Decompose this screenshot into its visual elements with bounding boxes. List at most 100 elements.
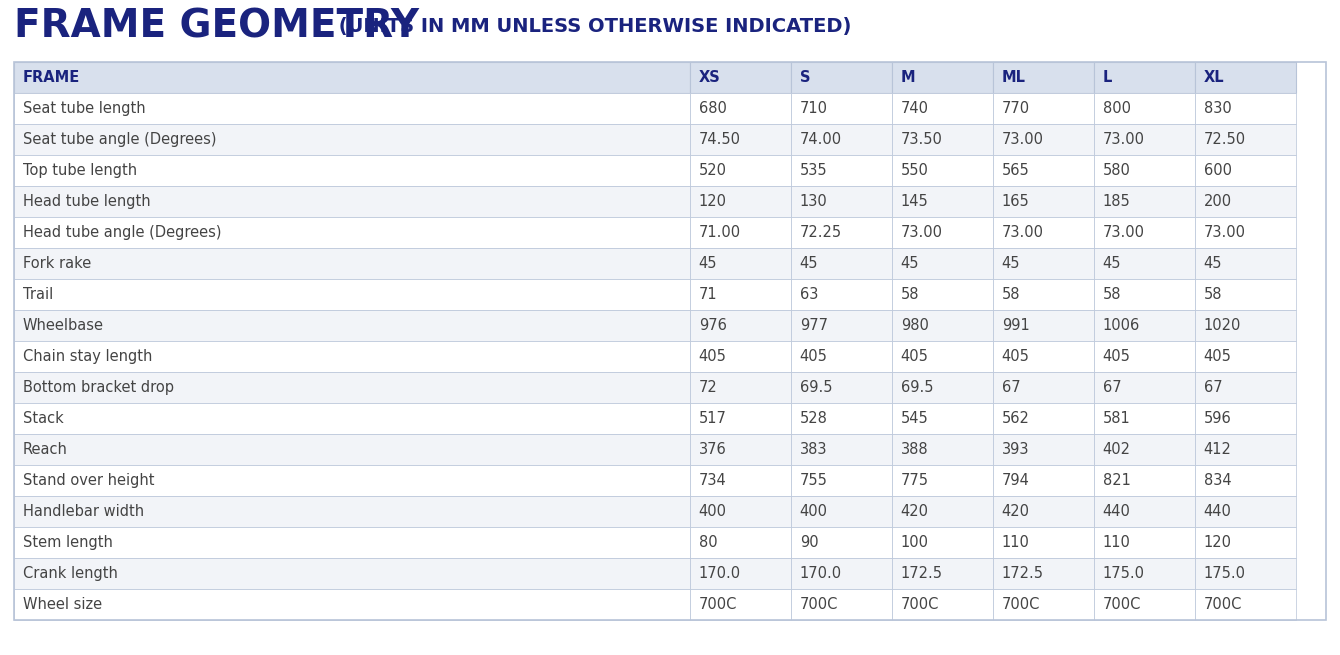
Bar (690, 279, 791, 310)
Bar (891, 527, 993, 558)
Bar (690, 589, 791, 620)
Text: 73.00: 73.00 (1203, 225, 1246, 240)
Text: FRAME: FRAME (23, 70, 80, 85)
Bar (13, 465, 690, 496)
Text: 58: 58 (900, 287, 919, 302)
Bar (13, 124, 690, 155)
Text: 172.5: 172.5 (900, 566, 943, 581)
Text: Crank length: Crank length (23, 566, 118, 581)
Bar (1195, 248, 1296, 279)
Bar (791, 310, 891, 341)
Text: 710: 710 (800, 101, 828, 116)
Bar (891, 372, 993, 403)
Bar (13, 62, 1327, 620)
Text: 440: 440 (1103, 504, 1131, 519)
Text: 170.0: 170.0 (800, 566, 842, 581)
Bar (1093, 62, 1195, 93)
Bar (690, 310, 791, 341)
Bar (1195, 186, 1296, 217)
Text: 67: 67 (1002, 380, 1020, 395)
Bar (690, 465, 791, 496)
Bar (1195, 62, 1296, 93)
Text: 834: 834 (1203, 473, 1231, 488)
Text: 550: 550 (900, 163, 929, 178)
Text: 700C: 700C (900, 597, 939, 612)
Bar (1093, 434, 1195, 465)
Text: 73.00: 73.00 (900, 225, 943, 240)
Bar (13, 496, 690, 527)
Bar (891, 279, 993, 310)
Text: 58: 58 (1103, 287, 1122, 302)
Text: 405: 405 (1103, 349, 1131, 364)
Bar (690, 434, 791, 465)
Bar (891, 186, 993, 217)
Bar (993, 434, 1093, 465)
Text: 45: 45 (1103, 256, 1122, 271)
Bar (13, 310, 690, 341)
Bar (1093, 124, 1195, 155)
Text: 72: 72 (698, 380, 717, 395)
Bar (1195, 527, 1296, 558)
Text: 800: 800 (1103, 101, 1131, 116)
Text: 170.0: 170.0 (698, 566, 741, 581)
Text: 45: 45 (698, 256, 717, 271)
Text: 517: 517 (698, 411, 726, 426)
Text: Stand over height: Stand over height (23, 473, 154, 488)
Bar (1093, 248, 1195, 279)
Text: 976: 976 (698, 318, 726, 333)
Bar (13, 155, 690, 186)
Bar (791, 496, 891, 527)
Bar (1195, 496, 1296, 527)
Text: 1006: 1006 (1103, 318, 1140, 333)
Text: 700C: 700C (1203, 597, 1242, 612)
Bar (1195, 372, 1296, 403)
Bar (690, 248, 791, 279)
Bar (791, 279, 891, 310)
Text: 73.00: 73.00 (1002, 132, 1044, 147)
Text: 71: 71 (698, 287, 717, 302)
Text: 420: 420 (900, 504, 929, 519)
Text: Stem length: Stem length (23, 535, 113, 550)
Bar (13, 279, 690, 310)
Text: 73.00: 73.00 (1103, 225, 1144, 240)
Text: 734: 734 (698, 473, 726, 488)
Bar (791, 186, 891, 217)
Bar (993, 62, 1093, 93)
Bar (690, 155, 791, 186)
Bar (1195, 155, 1296, 186)
Bar (1195, 124, 1296, 155)
Bar (891, 155, 993, 186)
Bar (1093, 186, 1195, 217)
Text: 600: 600 (1203, 163, 1231, 178)
Text: 130: 130 (800, 194, 828, 209)
Text: 740: 740 (900, 101, 929, 116)
Bar (690, 527, 791, 558)
Text: 580: 580 (1103, 163, 1131, 178)
Text: 400: 400 (800, 504, 828, 519)
Text: 581: 581 (1103, 411, 1131, 426)
Bar (1195, 310, 1296, 341)
Bar (791, 155, 891, 186)
Bar (791, 403, 891, 434)
Bar (891, 496, 993, 527)
Bar (791, 527, 891, 558)
Bar (891, 434, 993, 465)
Bar (690, 217, 791, 248)
Text: 376: 376 (698, 442, 726, 457)
Text: 420: 420 (1002, 504, 1029, 519)
Bar (13, 403, 690, 434)
Text: 45: 45 (1203, 256, 1222, 271)
Text: 977: 977 (800, 318, 828, 333)
Bar (13, 186, 690, 217)
Text: 388: 388 (900, 442, 929, 457)
Bar (690, 124, 791, 155)
Bar (993, 186, 1093, 217)
Text: Head tube angle (Degrees): Head tube angle (Degrees) (23, 225, 221, 240)
Bar (993, 310, 1093, 341)
Text: Wheelbase: Wheelbase (23, 318, 105, 333)
Text: 63: 63 (800, 287, 819, 302)
Bar (13, 93, 690, 124)
Bar (1093, 403, 1195, 434)
Bar (891, 558, 993, 589)
Text: 175.0: 175.0 (1203, 566, 1246, 581)
